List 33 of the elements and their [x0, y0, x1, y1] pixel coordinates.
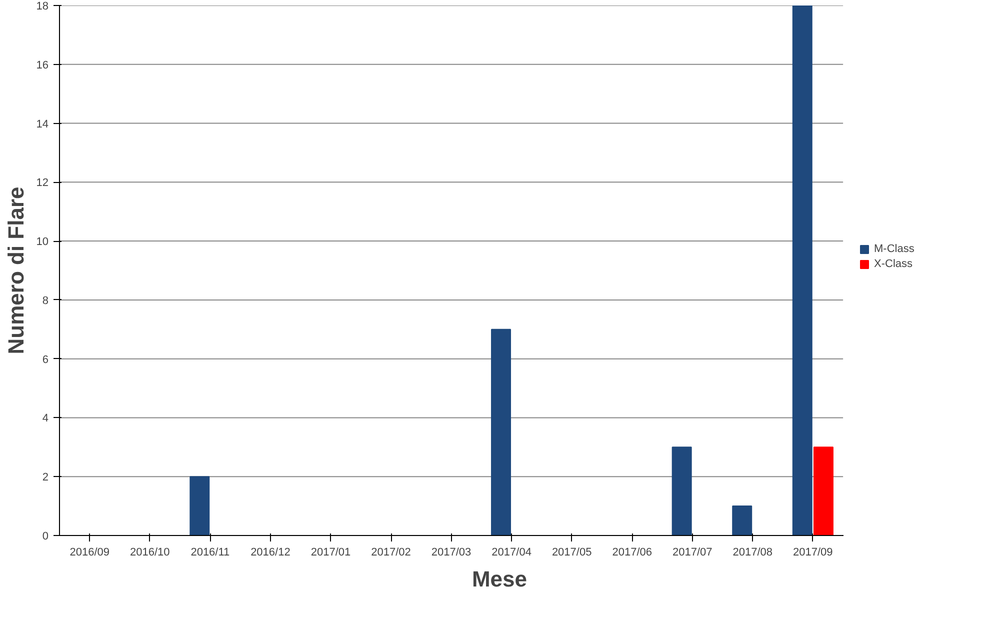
bar — [732, 506, 752, 536]
y-tick-label: 16 — [36, 59, 49, 72]
y-tick-label: 18 — [36, 0, 49, 12]
x-tick-label: 2016/09 — [70, 546, 110, 558]
bar — [491, 328, 511, 536]
legend-label: X-Class — [874, 258, 913, 270]
y-tick-label: 4 — [42, 412, 49, 425]
bar — [190, 476, 210, 536]
x-tick-label: 2016/11 — [190, 546, 230, 558]
legend-label: M-Class — [874, 243, 914, 255]
x-tick-label: 2017/09 — [793, 546, 833, 558]
x-tick-label: 2017/05 — [552, 546, 592, 558]
x-axis-title: Mese — [472, 566, 528, 592]
bar — [792, 6, 812, 536]
y-tick-label: 8 — [42, 294, 49, 307]
x-tick-label: 2017/02 — [371, 546, 411, 558]
y-tick-label: 10 — [36, 236, 49, 248]
x-tick-label: 2017/04 — [492, 546, 532, 558]
x-tick-label: 2017/08 — [732, 546, 773, 558]
y-axis-title: Numero di Flare — [3, 186, 28, 354]
bar — [672, 446, 692, 536]
y-tick-label: 14 — [36, 118, 49, 130]
y-tick-label: 0 — [42, 530, 49, 542]
y-tick-label: 12 — [36, 177, 49, 190]
bar — [813, 446, 834, 536]
x-tick-label: 2016/10 — [130, 546, 170, 558]
y-tick-label: 6 — [42, 354, 49, 366]
x-tick-label: 2017/01 — [310, 546, 351, 558]
x-tick-label: 2016/12 — [250, 546, 290, 558]
x-tick-label: 2017/03 — [431, 546, 472, 558]
x-tick-label: 2017/06 — [612, 546, 652, 558]
x-tick-label: 2017/07 — [672, 546, 712, 558]
y-tick-label: 2 — [42, 472, 49, 484]
